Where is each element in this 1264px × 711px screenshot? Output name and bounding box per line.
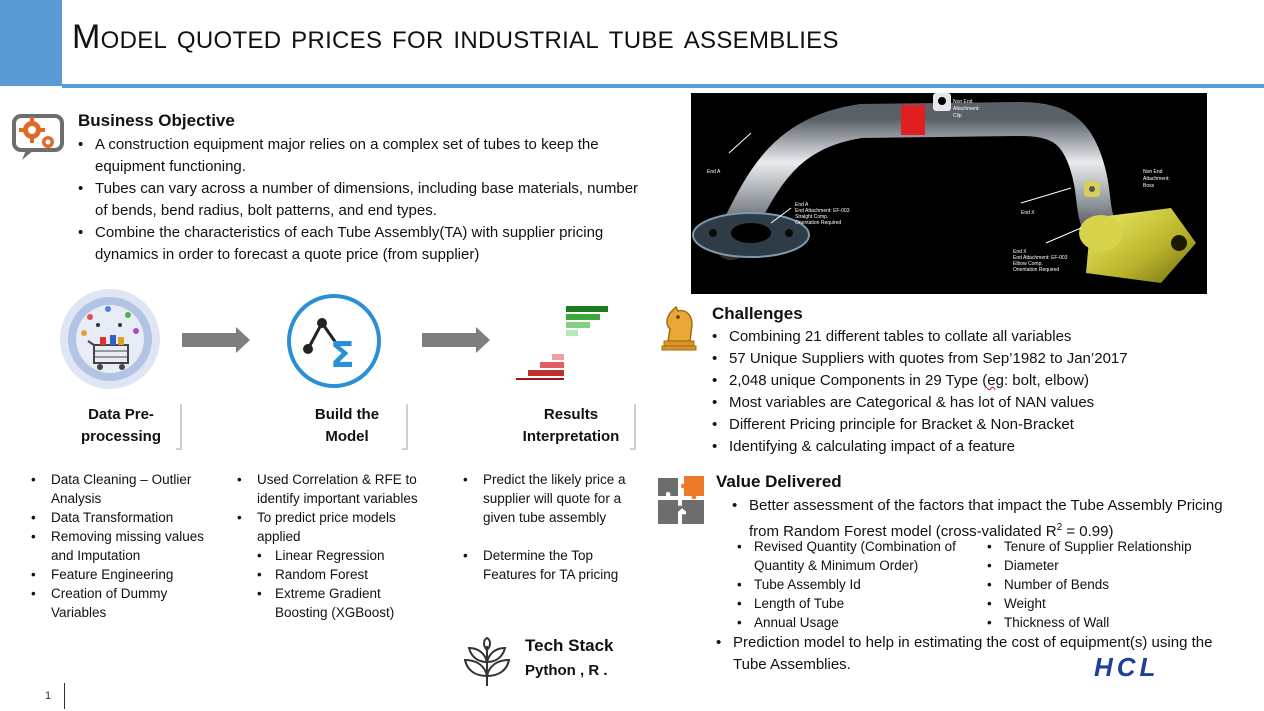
list-item: 57 Unique Suppliers with quotes from Sep… — [712, 348, 1252, 370]
list-item: Prediction model to help in estimating t… — [716, 632, 1236, 676]
list-item: Linear Regression — [237, 546, 437, 565]
chess-knight-icon — [661, 305, 697, 351]
challenges-heading: Challenges — [712, 304, 803, 323]
build-model-list: Used Correlation & RFE to identify impor… — [237, 470, 437, 622]
page-number: 1 — [45, 690, 52, 702]
list-item: Removing missing values and Imputation — [31, 527, 221, 565]
results-bars-icon — [516, 306, 608, 380]
list-item: Number of Bends — [987, 575, 1237, 594]
puzzle-icon — [658, 476, 704, 524]
results-list: Predict the likely price a supplier will… — [463, 470, 643, 584]
list-item: To predict price models applied — [237, 508, 437, 546]
svg-text:Attachment:: Attachment: — [953, 106, 980, 112]
list-item: Most variables are Categorical & has lot… — [712, 392, 1252, 414]
svg-text:Boss: Boss — [1143, 183, 1155, 189]
list-item: Thickness of Wall — [987, 613, 1237, 632]
hcl-logo: HCL — [1094, 652, 1160, 682]
step-label-preprocessing: Data Pre- processing — [60, 404, 182, 450]
list-item: Used Correlation & RFE to identify impor… — [237, 470, 437, 508]
svg-text:Non End: Non End — [953, 99, 973, 105]
list-item: Tubes can vary across a number of dimens… — [78, 178, 648, 222]
list-item: Different Pricing principle for Bracket … — [712, 414, 1252, 436]
step-label-results: Results Interpretation — [506, 404, 636, 450]
svg-text:End X: End X — [1021, 210, 1035, 216]
tech-stack-heading: Tech Stack — [525, 636, 614, 655]
process-arrow — [182, 327, 250, 353]
svg-text:Non End: Non End — [1143, 169, 1163, 175]
page-number-divider — [64, 683, 65, 709]
list-item: Extreme Gradient Boosting (XGBoost) — [237, 584, 437, 622]
list-item: Creation of Dummy Variables — [31, 584, 221, 622]
list-item: A construction equipment major relies on… — [78, 134, 648, 178]
eg-text: eg — [987, 372, 1004, 389]
list-item: Data Transformation — [31, 508, 221, 527]
list-item: Combining 21 different tables to collate… — [712, 326, 1252, 348]
title-underline — [62, 84, 1264, 88]
tech-stack-value: Python , R . — [525, 662, 608, 679]
feature-list-right: Tenure of Supplier Relationship Diameter… — [987, 537, 1237, 632]
list-item: Diameter — [987, 556, 1237, 575]
list-item: Better assessment of the factors that im… — [732, 495, 1236, 543]
process-arrow — [422, 327, 490, 353]
preprocessing-list: Data Cleaning – Outlier Analysis Data Tr… — [31, 470, 221, 622]
value-delivered-list: Better assessment of the factors that im… — [716, 495, 1236, 543]
list-item: Determine the Top Features for TA pricin… — [463, 546, 643, 584]
svg-text:Orientation Required: Orientation Required — [795, 220, 841, 226]
svg-text:Attachment:: Attachment: — [1143, 176, 1170, 182]
svg-text:End A: End A — [795, 202, 809, 208]
list-item: Weight — [987, 594, 1237, 613]
list-item: Predict the likely price a supplier will… — [463, 470, 643, 527]
svg-text:End Attachment: EF-003: End Attachment: EF-003 — [795, 208, 850, 214]
business-objective-list: A construction equipment major relies on… — [78, 134, 648, 266]
list-item: Identifying & calculating impact of a fe… — [712, 436, 1252, 458]
list-item: Annual Usage — [737, 613, 987, 632]
list-item: Tenure of Supplier Relationship — [987, 537, 1237, 556]
challenges-list: Combining 21 different tables to collate… — [712, 326, 1252, 458]
list-item: Random Forest — [237, 565, 437, 584]
svg-text:Straight Comp.: Straight Comp. — [795, 214, 828, 220]
feature-columns: Revised Quantity (Combination of Quantit… — [737, 537, 1237, 632]
list-item: Data Cleaning – Outlier Analysis — [31, 470, 221, 508]
svg-text:End A: End A — [707, 169, 721, 175]
step-label-build-model: Build the Model — [286, 404, 408, 450]
tube-assembly-image: Non End Attachment: Clip Non End Attachment… — [691, 93, 1207, 294]
svg-text:Σ: Σ — [330, 335, 355, 376]
header-accent-bar — [0, 0, 62, 86]
list-item: Revised Quantity (Combination of Quantit… — [737, 537, 987, 575]
value-delivered-list-2: Prediction model to help in estimating t… — [716, 632, 1236, 676]
list-item: Feature Engineering — [31, 565, 221, 584]
business-objective-heading: Business Objective — [78, 111, 235, 130]
gear-screen-icon — [12, 114, 64, 160]
feature-list-left: Revised Quantity (Combination of Quantit… — [737, 537, 987, 632]
list-item: Length of Tube — [737, 594, 987, 613]
svg-text:End X: End X — [1013, 249, 1027, 255]
model-sigma-icon: Σ — [287, 294, 381, 388]
list-item: Combine the characteristics of each Tube… — [78, 222, 648, 266]
list-item: Tube Assembly Id — [737, 575, 987, 594]
list-item: 2,048 unique Components in 29 Type (eg: … — [712, 370, 1252, 392]
data-cart-icon — [60, 289, 160, 389]
svg-text:End Attachment: EF-003: End Attachment: EF-003 — [1013, 255, 1068, 261]
plant-icon — [463, 636, 511, 686]
svg-text:Elbow Comp.: Elbow Comp. — [1013, 261, 1043, 267]
page-title: Model quoted prices for industrial tube … — [72, 18, 839, 56]
svg-text:Orientation Required: Orientation Required — [1013, 267, 1059, 273]
svg-text:Clip: Clip — [953, 113, 962, 119]
value-delivered-heading: Value Delivered — [716, 472, 842, 491]
